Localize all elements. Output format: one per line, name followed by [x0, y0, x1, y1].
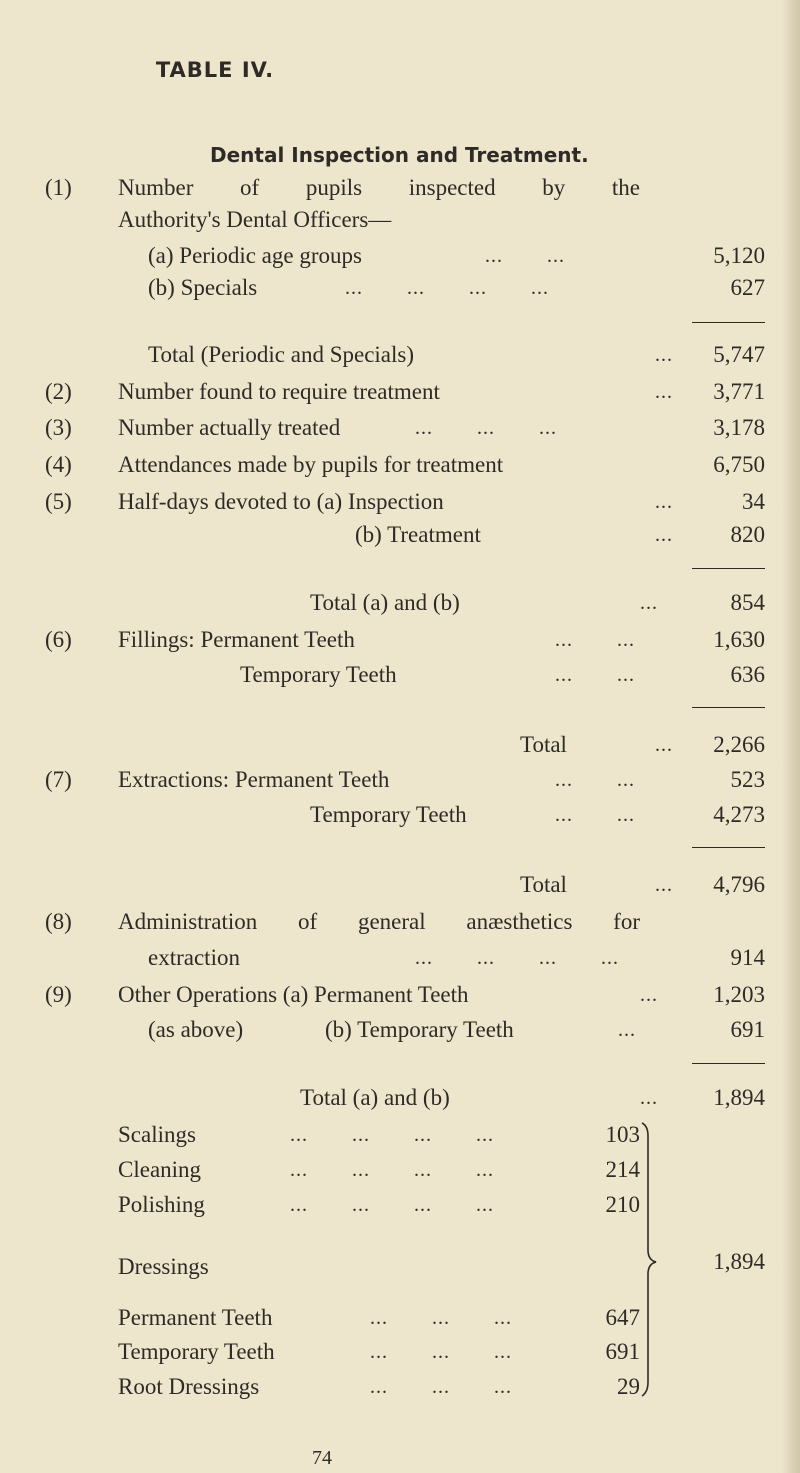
table-title: TABLE IV. [155, 58, 275, 82]
row-label: Fillings: Permanent Teeth [118, 627, 355, 652]
row-value: 3,178 [713, 415, 765, 440]
row-label: Temporary Teeth [310, 802, 467, 827]
row-label: Extractions: Permanent Teeth [118, 767, 390, 792]
item-number: (7) [45, 767, 72, 792]
breakdown-label: Cleaning [118, 1157, 202, 1182]
item-number: (6) [45, 627, 72, 652]
row-value: 34 [742, 489, 765, 514]
leader-dots: ... ... [555, 804, 635, 826]
row-label: Total (a) and (b) [310, 590, 460, 615]
breakdown-value: 647 [605, 1305, 641, 1330]
right-brace [641, 1122, 657, 1397]
leader-dots: ... ... [555, 629, 635, 651]
row-value: 3,771 [713, 379, 765, 404]
row-label: Total (a) and (b) [300, 1085, 450, 1110]
row-label: Other Operations (a) Permanent Teeth [118, 982, 469, 1007]
leader-dots: ... [655, 491, 673, 513]
leader-dots: ... ... [485, 245, 565, 267]
leader-dots: ... [655, 734, 673, 756]
item-number: (4) [45, 452, 72, 477]
breakdown-label: Root Dressings [118, 1374, 260, 1399]
row-value: 636 [730, 662, 766, 687]
sum-rule [692, 1063, 765, 1064]
row-value: 2,266 [713, 732, 765, 757]
item-number: (5) [45, 489, 72, 514]
leader-dots: ... ... ... [370, 1376, 512, 1398]
row-label: Attendances made by pupils for treatment [118, 452, 504, 477]
breakdown-value: 103 [605, 1122, 641, 1147]
leader-dots: ... ... ... ... [290, 1159, 494, 1181]
row-value: 1,894 [713, 1085, 765, 1110]
item-number: (2) [45, 379, 72, 404]
row-value: 6,750 [713, 452, 765, 477]
row-value: 5,120 [713, 243, 765, 268]
item-number: (3) [45, 415, 72, 440]
leader-dots: ... ... ... [370, 1307, 512, 1329]
item-number: (8) [45, 909, 72, 934]
row-label: (a) Periodic age groups [148, 243, 362, 268]
breakdown-value: 29 [617, 1374, 640, 1399]
leader-dots: ... [655, 344, 673, 366]
row-value: 854 [730, 590, 766, 615]
row-label: (b) Temporary Teeth [325, 1017, 514, 1042]
leader-dots: ... ... [555, 769, 635, 791]
leader-dots: ... ... ... ... [345, 277, 549, 299]
page-number: 74 [312, 1447, 332, 1469]
row-value: 691 [730, 1017, 766, 1042]
leader-dots: ... [655, 381, 673, 403]
row-value: 914 [730, 945, 766, 970]
row-label: Number of pupils inspected by the [118, 175, 640, 200]
row-value: 4,796 [713, 872, 765, 897]
leader-dots: ... ... ... ... [290, 1124, 494, 1146]
row-value: 627 [730, 275, 766, 300]
row-label: Number actually treated [118, 415, 341, 440]
leader-dots: ... [655, 524, 673, 546]
row-value: 1,203 [713, 982, 765, 1007]
breakdown-value: 214 [605, 1157, 641, 1182]
breakdown-label: Temporary Teeth [118, 1339, 275, 1364]
table-heading: Dental Inspection and Treatment. [210, 143, 589, 167]
item-number: (9) [45, 982, 72, 1007]
breakdown-label: Permanent Teeth [118, 1305, 273, 1330]
leader-dots: ... ... ... [415, 417, 557, 439]
row-label: Temporary Teeth [240, 662, 397, 687]
leader-dots: ... [655, 874, 673, 896]
leader-dots: ... ... ... ... [415, 947, 619, 969]
breakdown-value: 691 [605, 1339, 641, 1364]
leader-dots: ... ... ... [370, 1341, 512, 1363]
row-label: Total (Periodic and Specials) [148, 342, 415, 367]
breakdown-value: 210 [605, 1192, 641, 1217]
sum-rule [692, 707, 765, 708]
row-value: 5,747 [713, 342, 765, 367]
row-label: (b) Treatment [355, 522, 481, 547]
breakdown-total: 1,894 [713, 1249, 765, 1274]
leader-dots: ... [640, 592, 658, 614]
breakdown-label: Scalings [118, 1122, 196, 1147]
breakdown-label: Polishing [118, 1192, 205, 1217]
leader-dots: ... [640, 1087, 658, 1109]
sum-rule [692, 322, 765, 323]
row-value: 4,273 [713, 802, 765, 827]
leader-dots: ... ... [555, 664, 635, 686]
breakdown-label: Dressings [118, 1254, 209, 1279]
row-label: Number found to require treatment [118, 379, 440, 404]
leader-dots: ... [640, 984, 658, 1006]
leader-dots: ... ... ... ... [290, 1194, 494, 1216]
row-label: Total [520, 732, 567, 757]
row-label: (as above) [148, 1017, 244, 1042]
leader-dots: ... [618, 1019, 636, 1041]
sum-rule [692, 568, 765, 569]
page-edge-shadow [782, 0, 800, 1473]
row-label: Authority's Dental Officers— [118, 207, 392, 232]
row-value: 523 [730, 767, 766, 792]
row-value: 820 [730, 522, 766, 547]
row-label: extraction [148, 945, 240, 970]
row-value: 1,630 [713, 627, 765, 652]
row-label: Administration of general anæsthetics fo… [118, 909, 640, 934]
item-number: (1) [45, 175, 72, 200]
row-label: Half-days devoted to (a) Inspection [118, 489, 444, 514]
row-label: (b) Specials [148, 275, 258, 300]
sum-rule [692, 847, 765, 848]
row-label: Total [520, 872, 567, 897]
